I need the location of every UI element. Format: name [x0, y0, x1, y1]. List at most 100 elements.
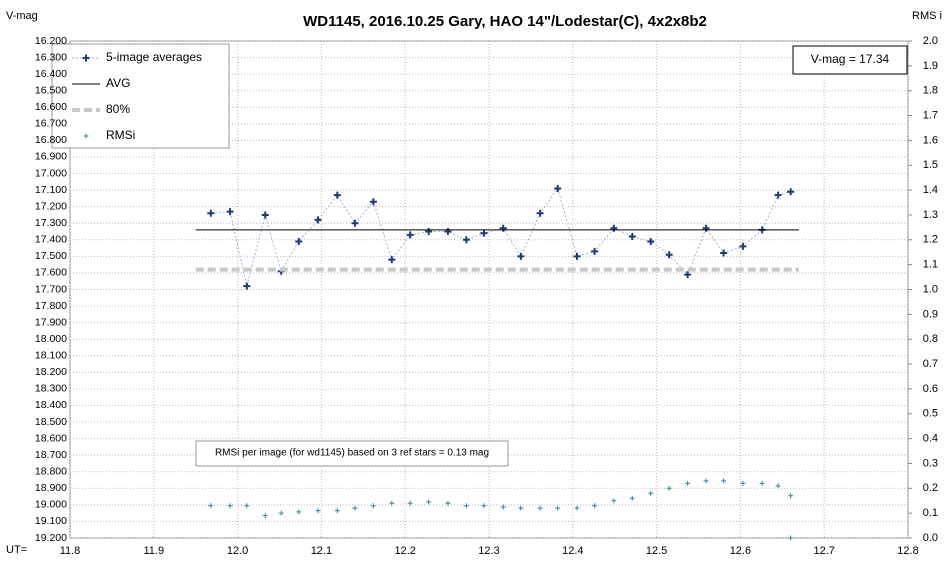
y-tick-label: 17.700	[35, 283, 67, 295]
y-tick-label: 18.600	[35, 432, 67, 444]
data-point	[369, 198, 377, 206]
y-tick-label: 19.200	[35, 532, 67, 544]
data-point	[426, 499, 432, 505]
data-point	[759, 480, 765, 486]
data-point	[261, 211, 269, 219]
y-tick-label: 16.800	[35, 134, 67, 146]
data-point	[407, 500, 413, 506]
legend-label: RMSi	[106, 128, 135, 142]
x-tick-label: 12.8	[897, 545, 918, 557]
data-point	[462, 236, 470, 244]
data-point	[610, 224, 618, 232]
data-point	[518, 505, 524, 511]
data-point	[463, 503, 469, 509]
y2-tick-label: 2.0	[923, 35, 938, 47]
y-tick-label: 16.900	[35, 151, 67, 163]
data-point	[702, 224, 710, 232]
marks	[195, 184, 800, 541]
data-point	[499, 224, 507, 232]
legend-label: 5-image averages	[106, 50, 202, 64]
data-point	[720, 249, 728, 257]
y-tick-label: 16.700	[35, 118, 67, 130]
data-point	[666, 485, 672, 491]
data-point	[591, 247, 599, 255]
data-point	[628, 232, 636, 240]
y-tick-label: 16.600	[35, 101, 67, 113]
annotation-box	[792, 45, 908, 75]
x-tick-label: 12.1	[311, 545, 332, 557]
data-point	[296, 509, 302, 515]
data-point	[351, 219, 359, 227]
y-tick-label: 16.400	[35, 68, 67, 80]
y2-tick-label: 1.3	[923, 209, 938, 221]
legend-label: AVG	[106, 76, 130, 90]
y-tick-label: 17.200	[35, 200, 67, 212]
y2-tick-label: 0.5	[923, 408, 938, 420]
data-point	[647, 237, 655, 245]
y-tick-label: 17.300	[35, 217, 67, 229]
data-point	[574, 505, 580, 511]
y-tick-label: 18.100	[35, 350, 67, 362]
data-point	[226, 208, 234, 216]
data-point	[787, 188, 795, 196]
data-point	[334, 508, 340, 514]
y-tick-label: 18.500	[35, 416, 67, 428]
data-point	[703, 478, 709, 484]
data-point	[573, 252, 581, 260]
data-point	[536, 209, 544, 217]
data-point	[314, 216, 322, 224]
data-point	[611, 498, 617, 504]
y-tick-label: 18.700	[35, 449, 67, 461]
data-point	[425, 228, 433, 236]
y2-tick-label: 0.7	[923, 358, 938, 370]
data-point	[665, 251, 673, 259]
data-point	[444, 228, 452, 236]
data-point	[554, 184, 562, 192]
data-point	[740, 480, 746, 486]
y2-tick-label: 1.8	[923, 85, 938, 97]
y-tick-label: 16.500	[35, 84, 67, 96]
y-tick-label: 18.200	[35, 366, 67, 378]
y-tick-label: 17.100	[35, 184, 67, 196]
data-point	[315, 508, 321, 514]
y2-tick-label: 1.7	[923, 109, 938, 121]
data-point	[295, 237, 303, 245]
data-point	[721, 478, 727, 484]
x-tick-label: 12.7	[813, 545, 834, 557]
y2-tick-label: 0.6	[923, 383, 938, 395]
y2-tick-label: 0.1	[923, 507, 938, 519]
y-tick-label: 18.000	[35, 333, 67, 345]
data-point	[389, 500, 395, 506]
y-tick-label: 18.300	[35, 383, 67, 395]
y-tick-label: 19.100	[35, 515, 67, 527]
y2-tick-label: 1.6	[923, 134, 938, 146]
data-point	[774, 191, 782, 199]
data-point	[480, 229, 488, 237]
y-tick-label: 16.200	[35, 35, 67, 47]
data-point	[517, 252, 525, 260]
y-tick-label: 17.900	[35, 316, 67, 328]
annotation: RMSi per image (for wd1145) based on 3 r…	[215, 448, 489, 459]
annotation: V-mag = 17.34	[811, 52, 890, 66]
y-tick-label: 18.400	[35, 399, 67, 411]
y-tick-label: 17.400	[35, 234, 67, 246]
y-tick-label: 17.600	[35, 267, 67, 279]
data-point	[278, 510, 284, 516]
x-tick-label: 12.0	[227, 545, 248, 557]
y-tick-label: 17.000	[35, 167, 67, 179]
chart-title: WD1145, 2016.10.25 Gary, HAO 14"/Lodesta…	[303, 13, 707, 30]
y-tick-label: 18.800	[35, 466, 67, 478]
y2-tick-label: 0.4	[923, 433, 938, 445]
data-point	[370, 503, 376, 509]
data-point	[352, 505, 358, 511]
data-point	[227, 503, 233, 509]
y-tick-label: 17.800	[35, 300, 67, 312]
data-point	[648, 490, 654, 496]
annotation-box	[195, 440, 509, 467]
x-tick-label: 12.2	[394, 545, 415, 557]
data-point	[684, 271, 692, 279]
x-axis-label: UT=	[6, 544, 27, 556]
data-point	[208, 503, 214, 509]
data-point	[481, 503, 487, 509]
